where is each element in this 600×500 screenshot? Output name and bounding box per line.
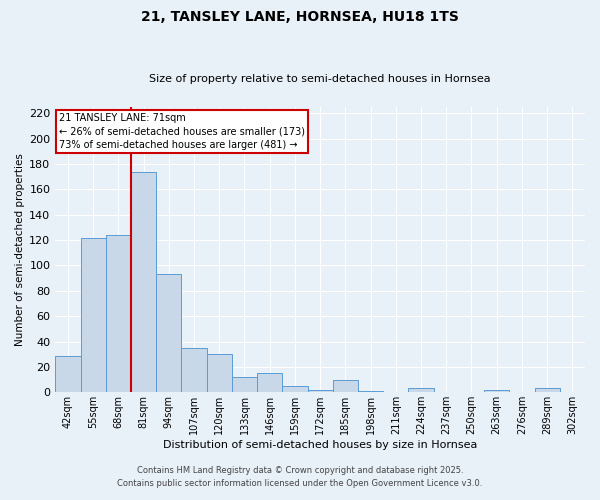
Bar: [206, 354, 232, 393]
Bar: [55, 356, 80, 393]
Bar: [257, 374, 283, 392]
Bar: [131, 172, 156, 392]
Bar: [232, 377, 257, 392]
Bar: [106, 235, 131, 392]
X-axis label: Distribution of semi-detached houses by size in Hornsea: Distribution of semi-detached houses by …: [163, 440, 478, 450]
Bar: [156, 274, 181, 392]
Bar: [333, 380, 358, 392]
Text: Contains HM Land Registry data © Crown copyright and database right 2025.
Contai: Contains HM Land Registry data © Crown c…: [118, 466, 482, 487]
Bar: [283, 386, 308, 392]
Bar: [484, 390, 509, 392]
Y-axis label: Number of semi-detached properties: Number of semi-detached properties: [15, 153, 25, 346]
Text: 21 TANSLEY LANE: 71sqm
← 26% of semi-detached houses are smaller (173)
73% of se: 21 TANSLEY LANE: 71sqm ← 26% of semi-det…: [59, 114, 305, 150]
Title: Size of property relative to semi-detached houses in Hornsea: Size of property relative to semi-detach…: [149, 74, 491, 84]
Bar: [535, 388, 560, 392]
Bar: [358, 391, 383, 392]
Bar: [308, 390, 333, 392]
Bar: [409, 388, 434, 392]
Bar: [181, 348, 206, 393]
Text: 21, TANSLEY LANE, HORNSEA, HU18 1TS: 21, TANSLEY LANE, HORNSEA, HU18 1TS: [141, 10, 459, 24]
Bar: [80, 238, 106, 392]
